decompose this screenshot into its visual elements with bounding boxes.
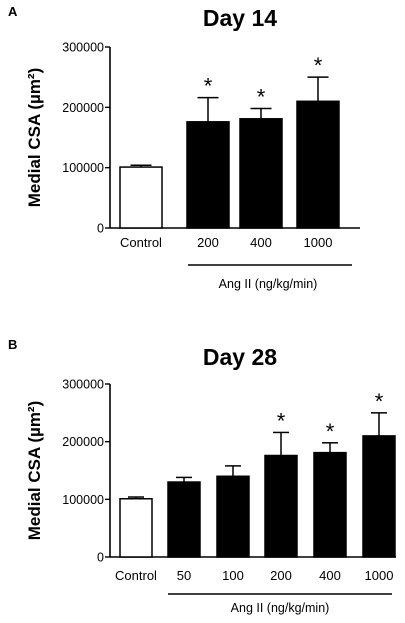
y-tick-label: 300000 <box>62 41 104 55</box>
bar-400 <box>239 118 283 229</box>
significance-star: * <box>314 53 323 78</box>
significance-star: * <box>204 74 213 99</box>
x-tick-label: 1000 <box>365 568 394 583</box>
y-tick-label: 300000 <box>62 378 104 392</box>
bar-Control <box>119 498 153 558</box>
significance-star: * <box>375 389 384 414</box>
y-tick-label: 100000 <box>62 161 104 175</box>
x-tick-label: 50 <box>177 568 191 583</box>
significance-star: * <box>326 419 335 444</box>
x-tick-label: 100 <box>222 568 244 583</box>
x-tick-label: Control <box>115 568 157 583</box>
significance-star: * <box>257 85 266 110</box>
y-axis-label: Medial CSA (µm²) <box>25 68 44 208</box>
bar-200 <box>264 454 298 558</box>
x-tick-label: 400 <box>250 235 272 250</box>
bar-400 <box>313 451 347 558</box>
x-tick-label: 400 <box>319 568 341 583</box>
bar-1000 <box>296 100 340 229</box>
y-tick-label: 100000 <box>62 493 104 507</box>
bar-200 <box>186 121 230 229</box>
chart-title: Day 28 <box>203 344 277 370</box>
significance-star: * <box>277 408 286 433</box>
x-tick-label: 1000 <box>304 235 333 250</box>
x-tick-label: 200 <box>270 568 292 583</box>
panel-letter: B <box>8 337 17 352</box>
panel-A: A Day 14 Medial CSA (µm²) 0 100000 200000 3000… <box>8 4 360 291</box>
chart-title: Day 14 <box>203 5 277 31</box>
y-tick-label: 200000 <box>62 435 104 449</box>
y-tick-label: 200000 <box>62 101 104 115</box>
y-tick-label: 0 <box>97 222 104 236</box>
panel-B: B Day 28 Medial CSA (µm²) 0 100000 200000 3000… <box>8 337 396 615</box>
y-axis-label: Medial CSA (µm²) <box>25 401 44 541</box>
bar-50 <box>167 481 201 558</box>
x-tick-label: 200 <box>197 235 219 250</box>
y-tick-label: 0 <box>97 551 104 565</box>
x-tick-label: Control <box>120 235 162 250</box>
group-label: Ang II (ng/kg/min) <box>231 601 330 615</box>
group-label: Ang II (ng/kg/min) <box>219 277 318 291</box>
bar-100 <box>216 475 250 558</box>
bar-1000 <box>362 435 396 558</box>
panel-letter: A <box>8 4 18 19</box>
bar-Control <box>119 166 163 229</box>
